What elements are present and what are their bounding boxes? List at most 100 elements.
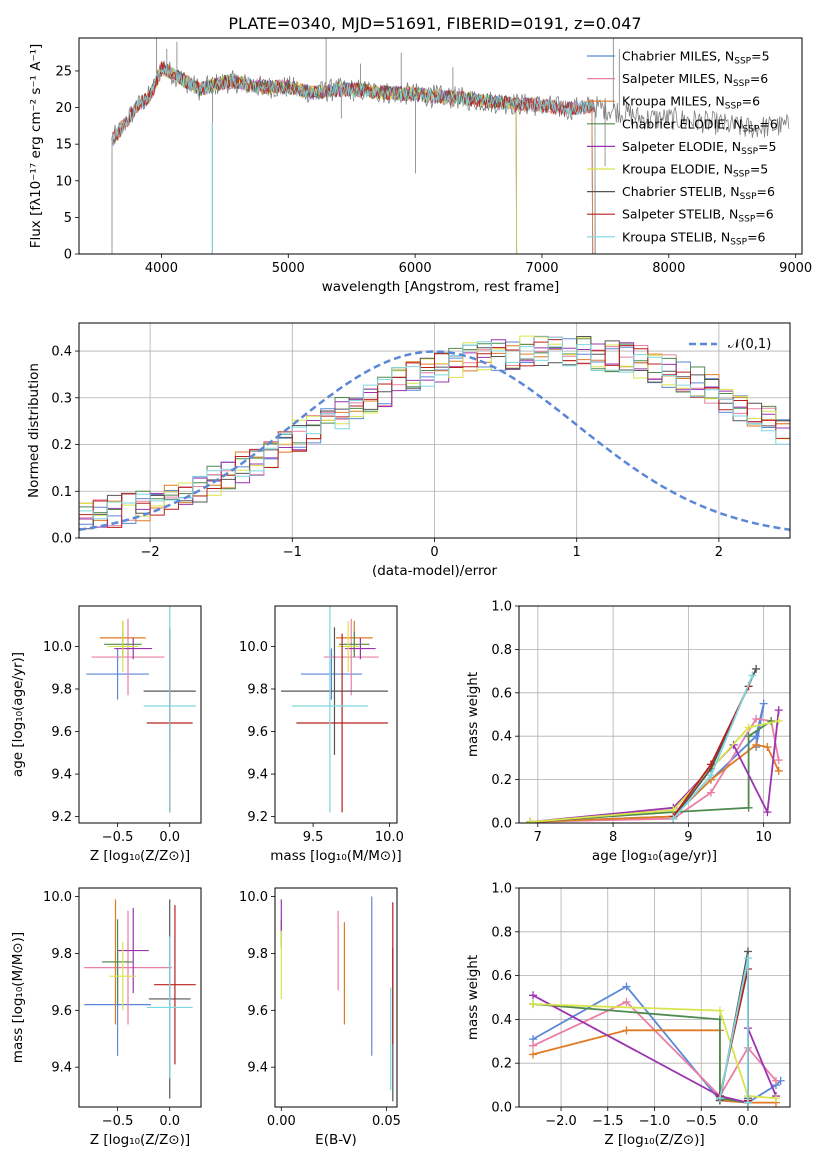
axes-frame	[78, 887, 202, 1108]
legend-label-chabrier-miles: Chabrier MILES, NSSP=5	[622, 49, 770, 67]
errorbar-point-kroupa-elodie	[107, 620, 139, 672]
weight-marker-kroupa-stelib	[743, 1098, 752, 1107]
errorbar-point-kroupa-elodie	[337, 620, 359, 672]
residual-histogram-panel: −2 −1 0 1 2 0.0 0.1 0.2 0.3 0.4 (data-model)/error…	[26, 322, 791, 579]
y-tick-label: 9.6	[51, 725, 72, 740]
model-spectrum-kroupa-stelib	[111, 64, 596, 254]
legend-subscript: SSP	[725, 102, 742, 112]
weight-marker-kroupa-miles	[622, 1026, 631, 1035]
x-tick-label: 9000	[779, 261, 812, 276]
weight-marker-kroupa-miles	[529, 1050, 538, 1059]
x-tick-label: −1.0	[639, 1114, 671, 1129]
y-tick-label: 0.6	[491, 686, 512, 701]
legend-label-kroupa-stelib: Kroupa STELIB, NSSP=6	[622, 229, 766, 247]
weight-marker-chabrier-stelib	[752, 664, 761, 673]
weight-marker-kroupa-stelib	[748, 671, 757, 680]
axes-frame	[78, 322, 791, 539]
histogram-step-salpeter-stelib	[79, 339, 790, 530]
y-tick-label: 9.6	[51, 1004, 72, 1019]
y-axis-label: age [log₁₀(age/yr)]	[10, 652, 26, 777]
x-tick-label: 2	[715, 545, 723, 560]
weight-line-kroupa-elodie	[532, 1003, 777, 1100]
y-tick-label: 0.8	[491, 925, 512, 940]
y-tick-label: 9.4	[51, 768, 72, 783]
weight-marker-kroupa-miles	[774, 766, 783, 775]
plot-area	[280, 896, 394, 1102]
weight-marker-kroupa-stelib	[715, 1094, 724, 1103]
y-tick-label: 9.4	[247, 768, 268, 783]
weight-line-kroupa-miles	[530, 743, 780, 823]
weight-marker-salpeter-miles	[622, 997, 631, 1006]
y-tick-label: 1.0	[491, 882, 512, 897]
legend-tail: =5	[750, 162, 768, 177]
weight-line-chabrier-elodie	[532, 1003, 749, 1104]
errorbar-point-salpeter-elodie	[345, 637, 376, 660]
model-spectrum-salpeter-stelib	[111, 61, 596, 254]
y-tick-label: 9.6	[247, 725, 268, 740]
weight-marker-kroupa-elodie	[774, 717, 783, 726]
y-tick-label: 5	[64, 211, 72, 226]
x-tick-label: 6000	[399, 261, 432, 276]
weight-marker-salpeter-elodie	[529, 991, 538, 1000]
gridlines	[519, 887, 790, 1108]
weight-marker-salpeter-miles	[771, 1076, 780, 1085]
legend-subscript: SSP	[730, 237, 747, 247]
legend-label-salpeter-elodie: Salpeter ELODIE, NSSP=5	[622, 139, 776, 157]
weight-marker-kroupa-stelib	[669, 814, 678, 823]
y-tick-label: 0.2	[51, 438, 72, 453]
errorbar-point-salpeter-elodie	[114, 637, 152, 660]
x-axis-label: Z [log₁₀(Z/Z⊙)]	[604, 1132, 704, 1148]
y-axis-label: mass weight	[465, 672, 481, 757]
plot-area	[281, 606, 388, 813]
legend-label-chabrier-elodie: Chabrier ELODIE, NSSP=6	[622, 116, 778, 134]
x-tick-label: 4000	[145, 261, 178, 276]
x-tick-label: 10	[755, 830, 772, 845]
axes-frame	[518, 887, 791, 1108]
y-tick-label: 10.0	[43, 890, 72, 905]
errorbar-point-chabrier-elodie	[339, 631, 370, 658]
weight-marker-salpeter-miles	[706, 788, 715, 797]
legend-subscript: SSP	[741, 147, 758, 157]
legend-label-kroupa-miles: Kroupa MILES, NSSP=6	[622, 94, 760, 112]
y-axis-label: mass weight	[465, 955, 481, 1040]
y-axis-label: Normed distribution	[26, 363, 42, 498]
x-axis-label: age [log₁₀(age/yr)]	[592, 848, 717, 864]
weight-marker-kroupa-elodie	[526, 817, 535, 823]
legend-subscript: SSP	[742, 124, 759, 134]
legend-tail: =6	[747, 229, 765, 244]
weight-marker-kroupa-stelib	[706, 771, 715, 780]
y-tick-label: 10.0	[239, 640, 268, 655]
x-tick-label: −1.5	[592, 1114, 624, 1129]
legend-tail: =5	[751, 49, 769, 64]
gaussian-curve	[79, 350, 790, 532]
legend-label-salpeter-miles: Salpeter MILES, NSSP=6	[622, 71, 768, 89]
x-tick-label: −0.5	[102, 1114, 134, 1129]
x-axis-label: mass [log₁₀(M/M⊙)]	[270, 848, 401, 864]
y-tick-label: 9.8	[247, 682, 268, 697]
axes-frame	[274, 605, 398, 824]
weight-marker-chabrier-elodie	[744, 803, 753, 812]
weight-line-salpeter-miles	[530, 717, 780, 823]
x-tick-label: 1	[573, 545, 581, 560]
x-tick-label: 0.00	[267, 1114, 296, 1129]
y-tick-label: 0.4	[51, 345, 72, 360]
errorbar-point-kroupa-stelib	[143, 606, 196, 813]
weight-marker-kroupa-elodie	[771, 1094, 780, 1103]
mass-vs-ebv-panel: 0.00 0.05 9.4 9.6 9.8 10.0 E(B-V)	[239, 887, 401, 1148]
legend-subscript: SSP	[733, 79, 750, 89]
y-tick-label: 9.8	[51, 947, 72, 962]
errorbar-point-kroupa-stelib	[291, 606, 369, 813]
y-axis-label: mass [log₁₀(M/M⊙)]	[10, 932, 26, 1063]
weight-marker-salpeter-miles	[774, 756, 783, 765]
weight-marker-chabrier-elodie	[767, 717, 776, 726]
legend-subscript: SSP	[733, 170, 750, 180]
x-axis-label: E(B-V)	[315, 1132, 357, 1148]
x-tick-label: −1	[283, 545, 302, 560]
histogram-step-chabrier-stelib	[79, 336, 790, 530]
weight-marker-kroupa-miles	[752, 740, 761, 749]
axes-frame	[78, 37, 803, 255]
x-tick-label: 0.0	[738, 1114, 759, 1129]
x-tick-label: 7000	[525, 261, 558, 276]
weight-marker-salpeter-miles	[752, 714, 761, 723]
